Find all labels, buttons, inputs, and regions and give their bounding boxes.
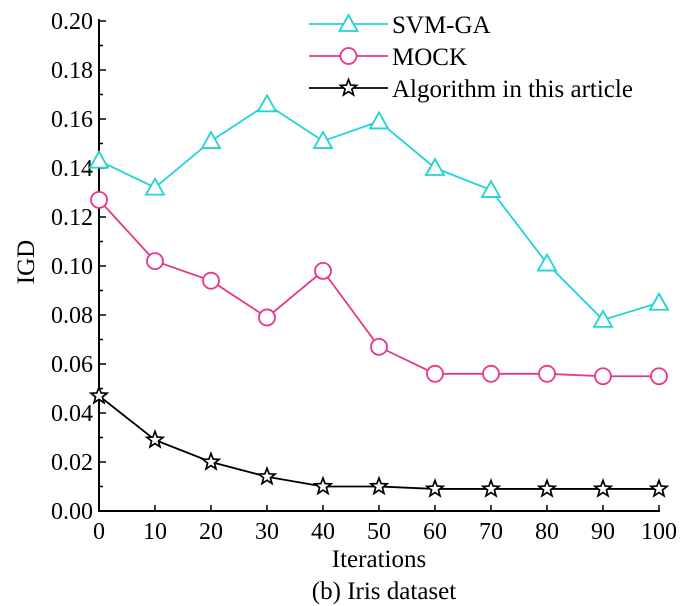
series-0 [88, 93, 670, 328]
series-line [98, 103, 660, 321]
legend-entry: MOCK [309, 44, 467, 71]
legend-entry: SVM-GA [309, 12, 491, 39]
x-tick-label: 80 [535, 519, 559, 545]
data-point [536, 252, 558, 272]
data-point [650, 367, 668, 386]
data-point [256, 93, 278, 113]
series-1 [90, 190, 668, 386]
legend: SVM-GA MOCK Algorithm in this article [309, 12, 633, 103]
data-point [312, 130, 334, 149]
legend-label: Algorithm in this article [392, 76, 633, 103]
y-tick-label: 0.18 [51, 58, 93, 84]
x-tick-label: 20 [199, 519, 223, 545]
series-2 [88, 384, 670, 498]
data-point [312, 475, 334, 496]
data-point [592, 309, 614, 328]
data-point [648, 291, 670, 311]
data-point [144, 176, 166, 196]
y-tick-label: 0.00 [51, 499, 93, 525]
data-point [648, 478, 670, 498]
x-tick-label: 70 [479, 519, 503, 545]
data-point [536, 478, 558, 498]
y-tick-label: 0.12 [51, 205, 93, 231]
x-tick-label: 0 [93, 519, 105, 545]
y-tick-label: 0.08 [51, 303, 93, 329]
data-point [258, 308, 276, 327]
y-tick-label: 0.02 [51, 450, 93, 476]
y-tick-label: 0.06 [51, 352, 93, 378]
legend-marker [337, 13, 360, 32]
data-point [314, 261, 332, 280]
legend-marker [339, 47, 358, 65]
data-point [370, 337, 388, 356]
y-tick-label: 0.14 [51, 156, 93, 182]
data-point [538, 364, 556, 383]
y-tick-label: 0.04 [51, 401, 93, 427]
y-tick-label: 0.20 [51, 9, 93, 35]
data-point [88, 149, 110, 169]
x-tick-label: 60 [423, 519, 447, 545]
y-tick-label: 0.16 [51, 107, 93, 133]
x-tick-label: 50 [367, 519, 391, 545]
data-point [482, 364, 500, 383]
data-point [424, 478, 446, 498]
x-tick-label: 30 [255, 519, 279, 545]
axes: 0 10 20 30 40 50 60 70 80 90 100 0.00 0.02 0.04 0.06 0.… [51, 9, 677, 545]
data-point [200, 130, 222, 149]
data-point [88, 384, 110, 405]
x-axis-label: Iterations [332, 546, 426, 573]
x-tick-label: 90 [591, 519, 615, 545]
data-point [426, 364, 444, 383]
legend-label: MOCK [392, 44, 467, 71]
data-point [200, 451, 222, 471]
data-point [592, 478, 614, 498]
x-tick-label: 100 [641, 519, 677, 545]
x-tick-label: 40 [311, 519, 335, 545]
y-tick-label: 0.10 [51, 254, 93, 280]
legend-entry: Algorithm in this article [309, 76, 633, 103]
data-point [368, 110, 390, 130]
data-point [480, 179, 502, 198]
data-point [146, 252, 164, 271]
legend-marker [338, 77, 359, 97]
data-point [480, 478, 502, 498]
data-point [424, 157, 446, 176]
series-line [98, 395, 659, 490]
chart-caption: (b) Iris dataset [312, 578, 456, 605]
legend-label: SVM-GA [392, 12, 491, 39]
data-point [368, 475, 390, 496]
y-axis-label: IGD [13, 240, 40, 284]
x-tick-label: 10 [143, 519, 167, 545]
data-point [256, 465, 278, 486]
data-point [90, 190, 108, 209]
data-point [144, 429, 166, 449]
data-point [202, 271, 220, 290]
series-layer [88, 93, 670, 498]
data-point [594, 367, 612, 386]
